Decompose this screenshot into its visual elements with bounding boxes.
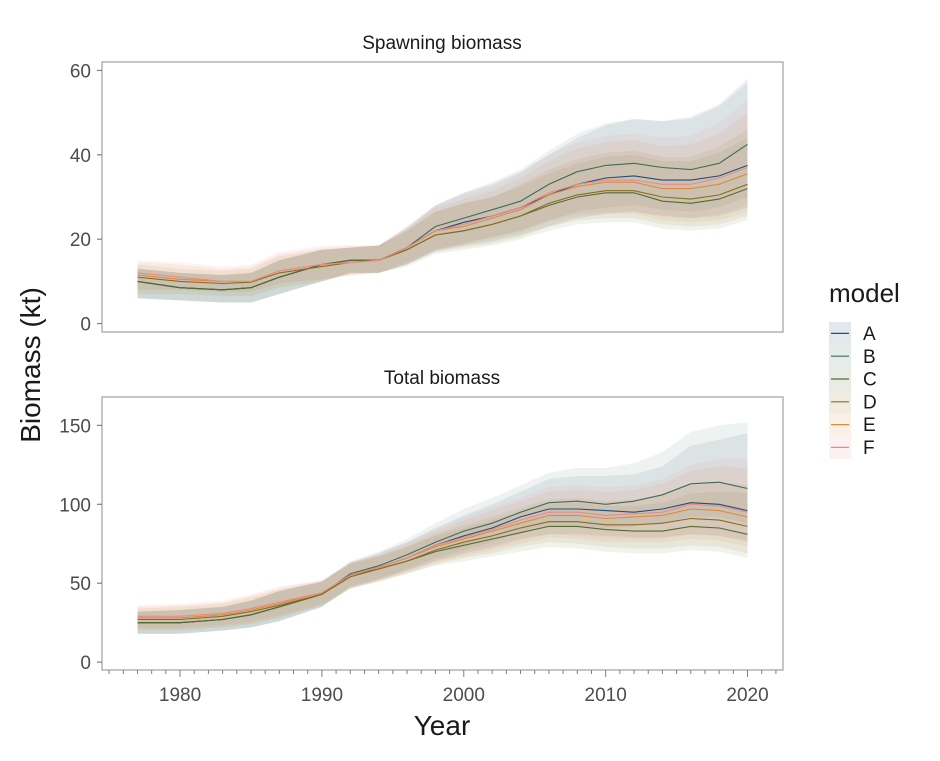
series-line-D: [137, 517, 748, 621]
legend-item-A: A: [829, 322, 876, 345]
legend-item-D: D: [829, 390, 877, 413]
series-line-E: [137, 508, 748, 619]
x-tick-label: 2020: [726, 685, 768, 706]
band-F: [137, 100, 748, 292]
band-E: [137, 112, 748, 292]
y-tick-label: 60: [70, 61, 91, 82]
legend-label-A: A: [863, 324, 876, 345]
x-axis-label: Year: [414, 710, 471, 741]
series-line-C: [137, 525, 748, 624]
panel-spawning-frame: [101, 61, 784, 333]
y-tick-label: 150: [59, 416, 91, 437]
legend-item-B: B: [829, 344, 876, 368]
panel-title-spawning: Spawning biomass: [362, 33, 521, 54]
series-line-F: [137, 503, 748, 617]
y-tick-label: 0: [80, 653, 91, 674]
band-D: [137, 482, 748, 631]
x-tick-label: 2010: [585, 685, 627, 706]
panel-total-bands: [137, 422, 748, 634]
legend-item-C: C: [829, 367, 877, 391]
y-tick-label: 20: [70, 230, 91, 251]
band-B: [137, 422, 748, 634]
panel-total-y-axis: 0 50 100 150: [59, 416, 102, 674]
panel-total-lines: [137, 481, 748, 624]
band-D: [137, 129, 748, 297]
legend-label-E: E: [863, 415, 876, 436]
panel-total-frame: [101, 396, 784, 671]
panel-spawning-y-axis: 0 20 40 60: [70, 61, 102, 336]
panel-title-total: Total biomass: [384, 368, 500, 389]
series-line-D: [137, 183, 748, 285]
y-tick-label: 100: [59, 495, 91, 516]
band-A: [137, 433, 748, 634]
x-axis: 1980 1990 2000 2010 2020: [108, 670, 777, 706]
legend-label-C: C: [863, 370, 877, 391]
y-tick-label: 0: [80, 315, 91, 336]
legend-label-B: B: [863, 347, 876, 368]
band-C: [137, 137, 748, 303]
band-C: [137, 491, 748, 634]
legend-item-F: F: [829, 436, 875, 459]
x-tick-label: 2000: [443, 685, 485, 706]
x-tick-label: 1980: [159, 685, 201, 706]
band-A: [137, 78, 748, 303]
y-axis-label: Biomass (kt): [15, 287, 46, 443]
x-tick-label: 1990: [301, 685, 343, 706]
panel-spawning-bands: [137, 78, 748, 303]
y-tick-label: 40: [70, 146, 91, 167]
legend-label-F: F: [863, 438, 875, 459]
legend-label-D: D: [863, 392, 877, 413]
legend-title: model: [829, 278, 900, 308]
y-tick-label: 50: [70, 574, 91, 595]
legend-item-E: E: [829, 413, 876, 436]
series-line-F: [137, 166, 748, 282]
band-B: [137, 83, 748, 303]
panel-spawning-lines: [137, 143, 748, 291]
